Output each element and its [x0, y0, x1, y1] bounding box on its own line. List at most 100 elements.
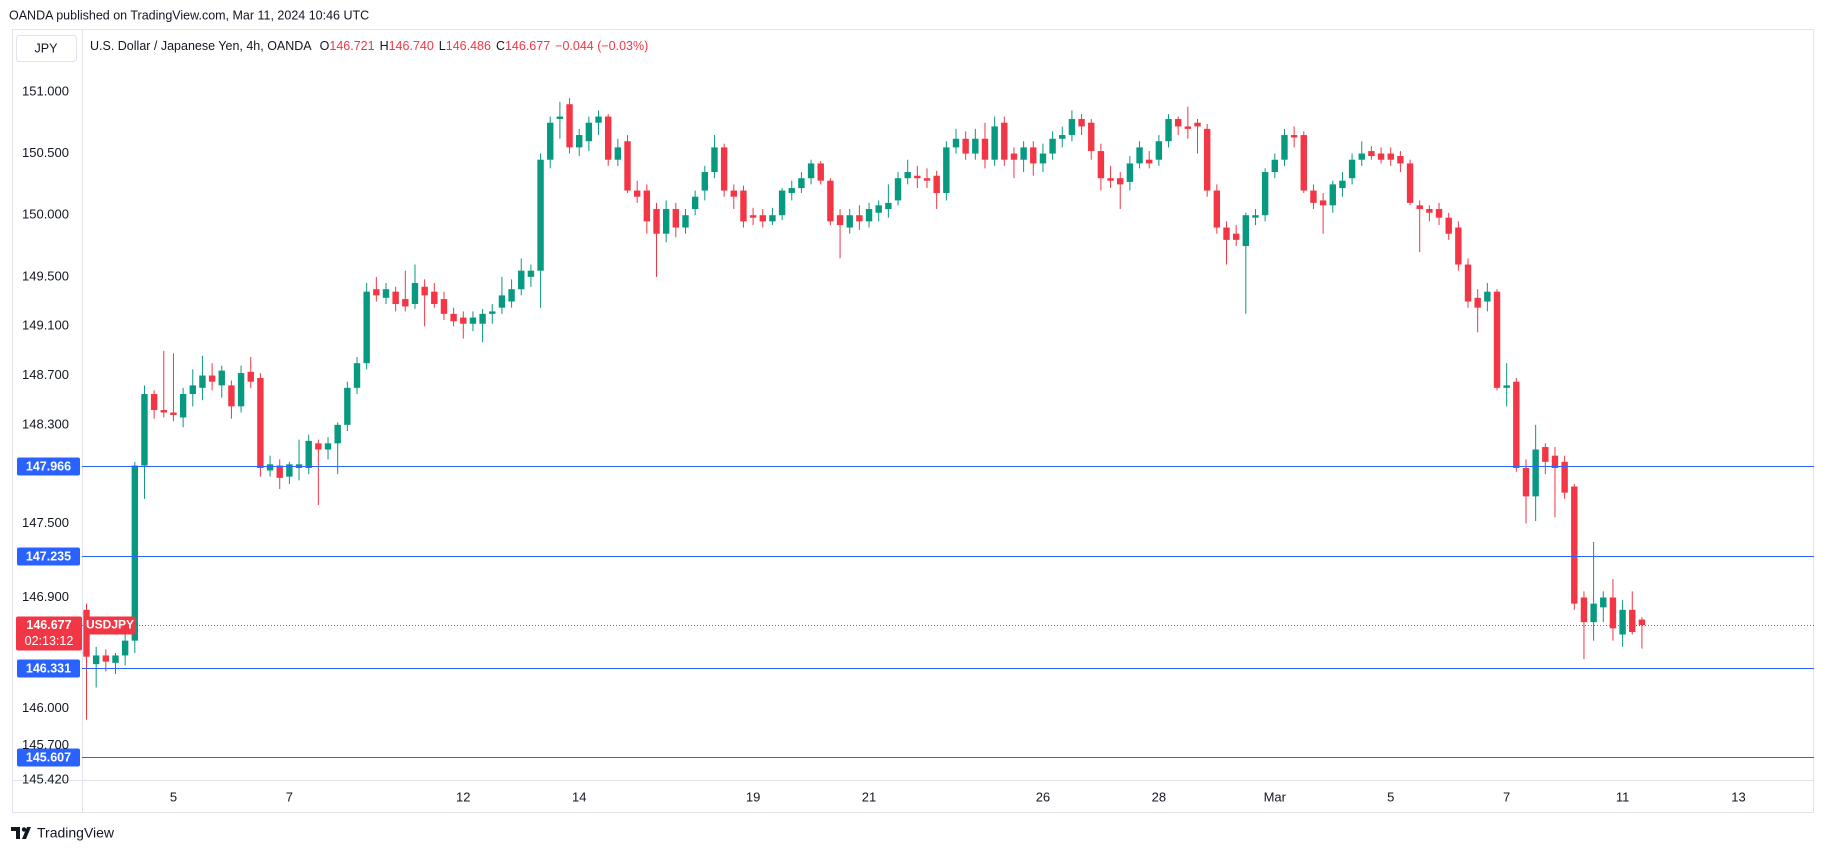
- candle-body: [662, 209, 670, 234]
- candle-body: [131, 465, 139, 641]
- ohlc-key: C: [496, 39, 505, 53]
- candle-body: [1474, 297, 1481, 308]
- x-tick-label: 28: [1152, 789, 1166, 804]
- candle-body: [749, 215, 757, 218]
- candle-body: [943, 147, 950, 194]
- candle-body: [1310, 190, 1317, 203]
- candle-body: [1097, 151, 1105, 179]
- candle-body: [305, 440, 312, 469]
- candle-body: [604, 116, 612, 160]
- candle-body: [440, 299, 448, 314]
- symbol-legend: U.S. Dollar / Japanese Yen, 4h, OANDA O14…: [90, 39, 648, 53]
- y-tick-label: 150.500: [22, 145, 69, 160]
- candle-body: [1290, 135, 1298, 138]
- candle-body: [1300, 135, 1307, 191]
- candle-body: [228, 385, 235, 407]
- candle-body: [121, 640, 129, 656]
- candle-body: [112, 655, 119, 663]
- ohlc-key: H: [380, 39, 389, 53]
- ohlc-value: 146.677: [505, 39, 550, 53]
- hline-price-label: 145.607: [26, 750, 71, 764]
- candle-body: [778, 190, 786, 216]
- candle-body: [788, 188, 795, 194]
- candle-body: [846, 215, 853, 228]
- candle-body: [315, 443, 322, 450]
- candle-body: [1484, 291, 1491, 302]
- hline-price-box: [17, 457, 80, 476]
- currency-label[interactable]: JPY: [35, 41, 59, 55]
- candle-body: [392, 291, 399, 304]
- candle-body: [769, 215, 776, 222]
- x-tick-label: 7: [1503, 789, 1510, 804]
- candle-body: [566, 104, 573, 148]
- x-tick-label: 5: [170, 789, 177, 804]
- candle-body: [923, 178, 931, 181]
- candle-body: [1619, 609, 1626, 635]
- candle-body: [179, 394, 187, 418]
- candle-body: [1368, 151, 1375, 157]
- y-tick-label: 148.300: [22, 416, 69, 431]
- candle-body: [856, 215, 863, 222]
- candle-body: [1600, 597, 1607, 608]
- candle-body: [1629, 609, 1636, 633]
- candle-body: [865, 209, 873, 222]
- candle-body: [701, 172, 709, 191]
- candle-body: [952, 138, 960, 148]
- candle-body: [1194, 122, 1201, 127]
- candle-body: [1416, 205, 1423, 210]
- candle-body: [508, 289, 515, 302]
- candle-body: [334, 424, 341, 444]
- candle-body: [1261, 172, 1269, 216]
- candle-body: [1078, 119, 1085, 127]
- candle-body: [836, 215, 844, 226]
- y-tick-label: 147.500: [22, 515, 69, 530]
- candle-body: [1146, 159, 1153, 164]
- y-tick-label: 150.000: [22, 207, 69, 222]
- candle-body: [1329, 184, 1336, 206]
- hline-price-label: 147.966: [26, 459, 71, 473]
- hline-price-label: 146.331: [26, 661, 71, 675]
- ohlc-value: 146.486: [446, 39, 491, 53]
- candle-body: [247, 371, 254, 382]
- y-tick-label: 145.700: [22, 737, 69, 752]
- candle-body: [92, 655, 100, 665]
- y-tick-label: 146.900: [22, 589, 69, 604]
- candle-body: [556, 116, 564, 120]
- candle-body: [1561, 461, 1568, 493]
- candle-body: [1397, 156, 1404, 164]
- candle-body: [576, 135, 583, 148]
- currency-box[interactable]: [16, 35, 77, 62]
- candle-body: [1203, 128, 1211, 191]
- candle-body: [1387, 153, 1394, 160]
- ohlc-key: L: [439, 39, 446, 53]
- hline-price-label: 147.235: [26, 549, 71, 563]
- candle-body: [489, 311, 496, 314]
- candle-body: [691, 196, 699, 210]
- candle-body: [827, 180, 834, 222]
- candle-body: [1435, 209, 1443, 218]
- candle-body: [614, 147, 622, 160]
- candle-body: [1223, 227, 1230, 240]
- candle-body: [1590, 603, 1597, 623]
- candle-body: [189, 385, 196, 395]
- symbol-title: U.S. Dollar / Japanese Yen, 4h, OANDA: [90, 39, 312, 53]
- candle-body: [450, 313, 457, 322]
- price-change: −0.044 (−0.03%): [555, 39, 648, 53]
- candle-body: [141, 394, 148, 466]
- current-price-box: [16, 616, 82, 651]
- x-tick-label: 19: [746, 789, 760, 804]
- symbol-label: USDJPY: [86, 618, 134, 632]
- candle-body: [1609, 597, 1617, 629]
- candle-body: [981, 138, 989, 160]
- candle-body: [363, 291, 370, 364]
- candle-body: [1638, 619, 1646, 625]
- x-tick-label: 14: [572, 789, 586, 804]
- candle-body: [1426, 209, 1433, 213]
- current-price-label: 146.677: [26, 618, 71, 632]
- candle-body: [1348, 159, 1356, 179]
- candle-body: [324, 443, 332, 450]
- candle-body: [904, 172, 911, 179]
- candle-body: [498, 295, 506, 308]
- candle-body: [266, 464, 274, 471]
